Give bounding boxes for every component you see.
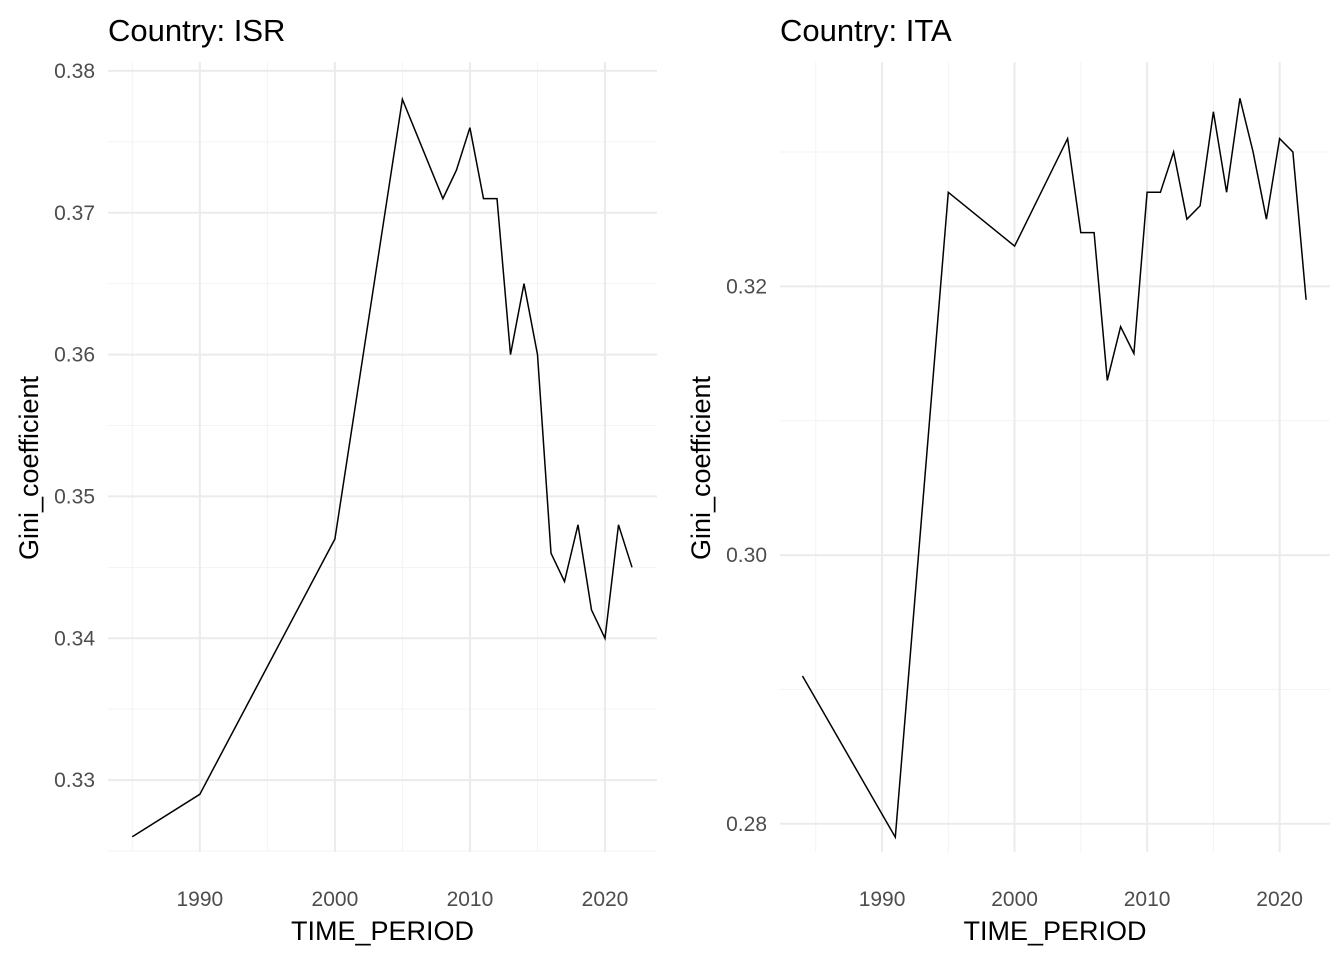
data-line <box>131 96 633 838</box>
y-tick-label: 0.33 <box>54 769 95 792</box>
panel-title: Country: ISR <box>108 13 285 48</box>
y-tick-label: 0.30 <box>726 544 767 567</box>
data-line <box>801 98 1307 840</box>
x-tick-label: 2000 <box>312 888 359 911</box>
x-tick-label: 2020 <box>582 888 629 911</box>
x-tick-label: 2020 <box>1256 888 1303 911</box>
y-axis-label: Gini_coefficient <box>14 375 44 560</box>
y-axis-label: Gini_coefficient <box>686 375 716 560</box>
x-tick-label: 2010 <box>447 888 494 911</box>
x-tick-label: 2000 <box>991 888 1038 911</box>
y-tick-label: 0.32 <box>726 275 767 298</box>
y-tick-label: 0.36 <box>54 344 95 367</box>
y-tick-label: 0.34 <box>54 627 95 650</box>
x-axis-label: TIME_PERIOD <box>963 916 1146 946</box>
y-tick-label: 0.35 <box>54 485 95 508</box>
panel-country-ita: 0.28 0.30 0.32 1990 2000 2010 2020 Country: ITA… <box>686 13 1330 946</box>
panel-country-isr: 0.33 0.34 0.35 0.36 0.37 0.38 1990 2000 2010 2020… <box>14 13 657 946</box>
y-tick-label: 0.37 <box>54 202 95 225</box>
y-tick-label: 0.38 <box>54 60 95 83</box>
y-tick-label: 0.28 <box>726 813 767 836</box>
x-tick-label: 1990 <box>859 888 906 911</box>
panel-title: Country: ITA <box>780 13 952 48</box>
x-axis-label: TIME_PERIOD <box>291 916 474 946</box>
x-tick-label: 1990 <box>176 888 223 911</box>
x-tick-label: 2010 <box>1124 888 1171 911</box>
